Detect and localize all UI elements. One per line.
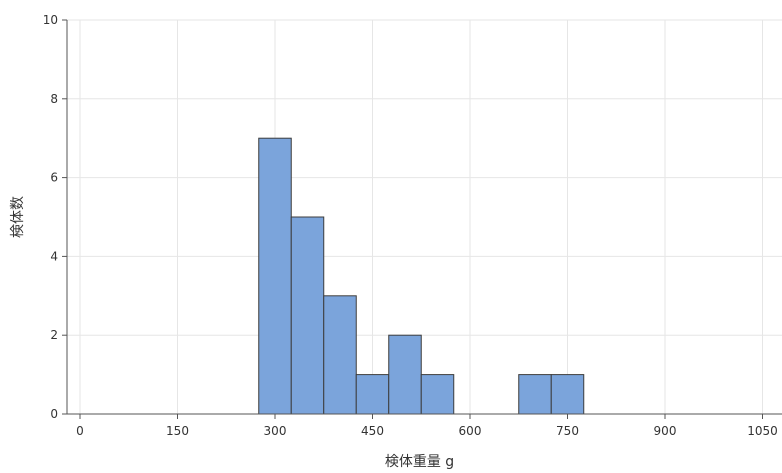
histogram-bar — [355, 374, 390, 415]
y-tick-label: 0 — [50, 407, 58, 421]
x-tick-label: 150 — [166, 424, 189, 438]
histogram-bar — [290, 216, 325, 415]
histogram-bar — [420, 374, 455, 415]
y-tick-label: 10 — [43, 13, 58, 27]
histogram-bar — [550, 374, 585, 415]
histogram-bar — [323, 295, 357, 415]
y-tick-label: 6 — [50, 171, 58, 185]
x-tick-label: 600 — [459, 424, 482, 438]
axes — [66, 20, 782, 415]
x-tick-label: 450 — [361, 424, 384, 438]
histogram-bars — [258, 137, 585, 415]
y-tick-label: 4 — [50, 249, 58, 263]
grid-lines — [67, 19, 782, 415]
x-axis-title: 検体重量 g — [385, 454, 454, 470]
x-tick-label: 300 — [264, 424, 287, 438]
y-axis-title: 検体数 — [10, 196, 26, 238]
y-tick-label: 2 — [50, 328, 58, 342]
histogram-bar — [258, 137, 292, 415]
x-tick-label: 0 — [76, 424, 84, 438]
y-axis-ticks: 0 2 4 6 8 10 — [43, 13, 67, 421]
histogram-bar — [518, 374, 552, 415]
histogram-bar — [388, 334, 422, 415]
x-tick-label: 1050 — [747, 424, 778, 438]
x-tick-label: 900 — [654, 424, 677, 438]
x-tick-label: 750 — [556, 424, 579, 438]
y-tick-label: 8 — [50, 92, 58, 106]
x-axis-ticks: 0 150 300 450 600 750 900 1050 — [76, 414, 778, 438]
